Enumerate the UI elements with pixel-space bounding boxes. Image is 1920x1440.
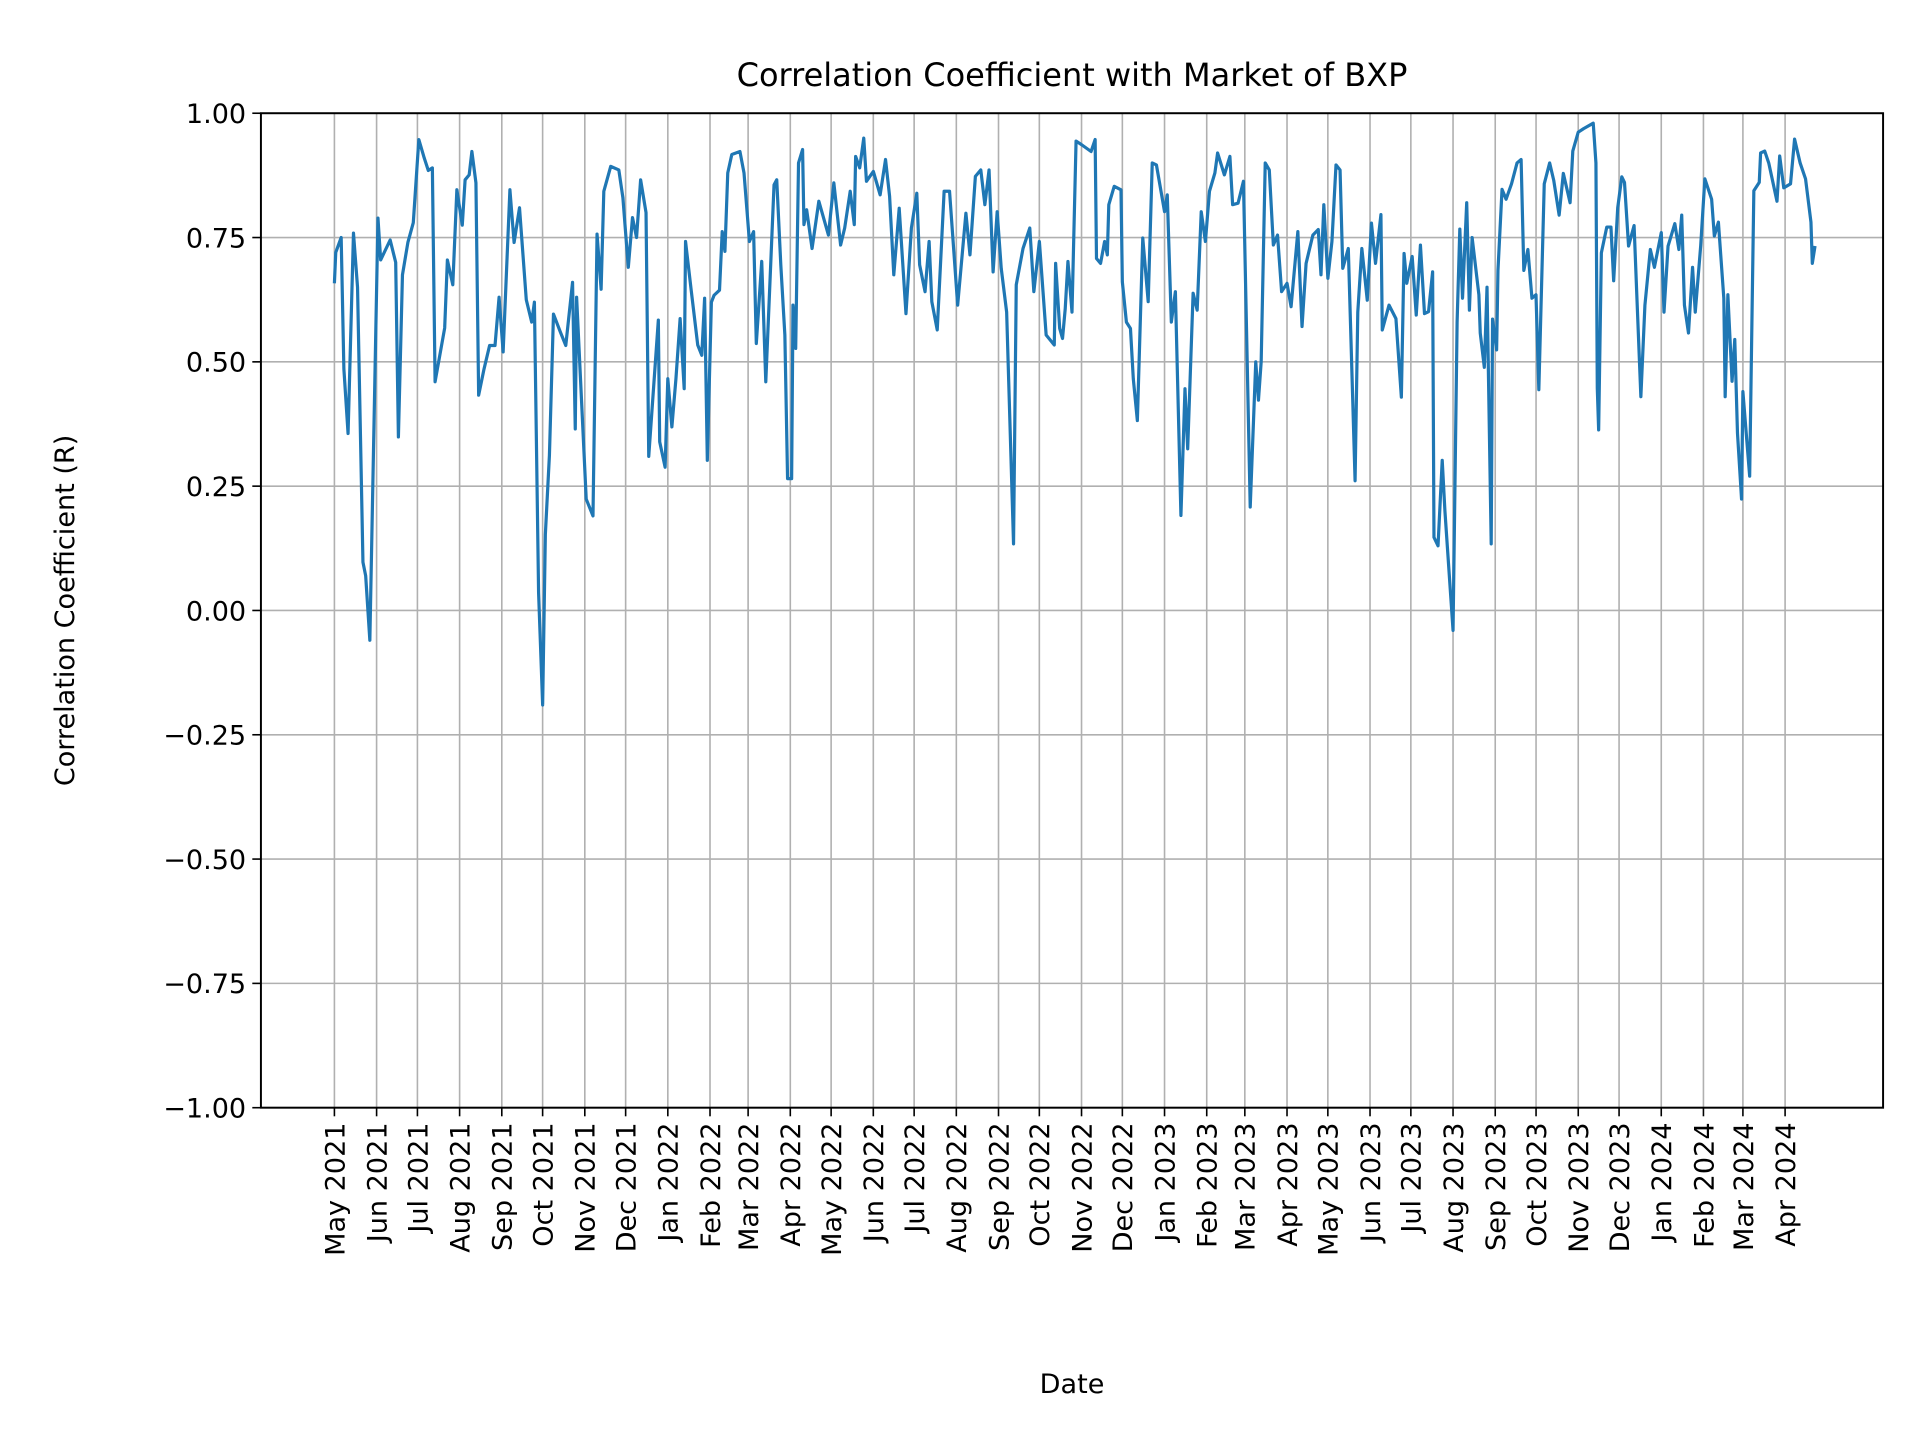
x-tick-label: Apr 2023 [1273,1122,1304,1246]
x-tick-label: May 2021 [320,1122,351,1255]
x-tick-label: Oct 2022 [1025,1122,1056,1246]
x-tick-label: Dec 2023 [1605,1122,1636,1252]
y-axis-ticks: 1.00 0.75 0.50 0.25 0.00 −0.25 −0.50 −0.75 −1.00 [163,99,261,1125]
x-tick-label: Nov 2023 [1564,1122,1595,1252]
x-tick-label: Jun 2023 [1356,1122,1387,1244]
x-tick-label: Apr 2022 [776,1122,807,1246]
x-tick-label: Jan 2023 [1150,1122,1181,1243]
series-layer [332,121,1817,707]
x-tick-label: Apr 2024 [1771,1122,1802,1246]
x-tick-label: Mar 2024 [1729,1122,1760,1251]
x-tick-label: Sep 2023 [1481,1122,1512,1250]
x-axis-label: Date [1040,1369,1105,1400]
x-axis-ticks: May 2021 Jun 2021 Jul 2021 Aug 2021 Sep 2021… [320,1107,1802,1256]
x-tick-label: Jun 2021 [362,1122,393,1244]
x-tick-label: Mar 2022 [734,1122,765,1251]
y-tick-label: −1.00 [163,1094,246,1125]
x-tick-label: Jul 2021 [403,1122,434,1234]
y-tick-label: −0.25 [163,721,246,752]
correlation-series-line [332,121,1817,707]
y-tick-label: −0.75 [163,969,246,1000]
y-tick-label: 0.25 [186,472,246,503]
x-tick-label: Sep 2022 [984,1122,1015,1250]
x-tick-label: Dec 2021 [611,1122,642,1252]
x-tick-label: Feb 2023 [1193,1122,1224,1247]
x-tick-label: Jul 2022 [900,1122,931,1234]
x-tick-label: Sep 2021 [488,1122,519,1250]
x-tick-label: Jan 2024 [1647,1122,1678,1243]
x-tick-label: May 2023 [1314,1122,1345,1255]
y-tick-label: 0.75 [186,223,246,254]
y-tick-label: 0.00 [186,596,246,627]
x-tick-label: Aug 2023 [1439,1122,1470,1252]
x-tick-label: Oct 2021 [528,1122,559,1246]
x-tick-label: Aug 2022 [942,1122,973,1252]
x-tick-label: Nov 2021 [571,1122,602,1252]
x-tick-label: Nov 2022 [1067,1122,1098,1252]
x-tick-label: Jun 2022 [859,1122,890,1244]
x-tick-label: May 2022 [817,1122,848,1255]
chart-title: Correlation Coefficient with Market of B… [737,56,1408,94]
y-tick-label: −0.50 [163,845,246,876]
x-tick-label: Jul 2023 [1397,1122,1428,1234]
x-tick-label: Oct 2023 [1522,1122,1553,1246]
x-tick-label: Dec 2022 [1108,1122,1139,1252]
x-tick-label: Feb 2024 [1689,1122,1720,1247]
y-tick-label: 0.50 [186,348,246,379]
y-axis-label: Correlation Coefficient (R) [50,435,81,786]
x-tick-label: Feb 2022 [696,1122,727,1247]
x-tick-label: Mar 2023 [1231,1122,1262,1251]
x-tick-label: Aug 2021 [445,1122,476,1252]
y-tick-label: 1.00 [186,99,246,130]
x-tick-label: Jan 2022 [654,1122,685,1243]
